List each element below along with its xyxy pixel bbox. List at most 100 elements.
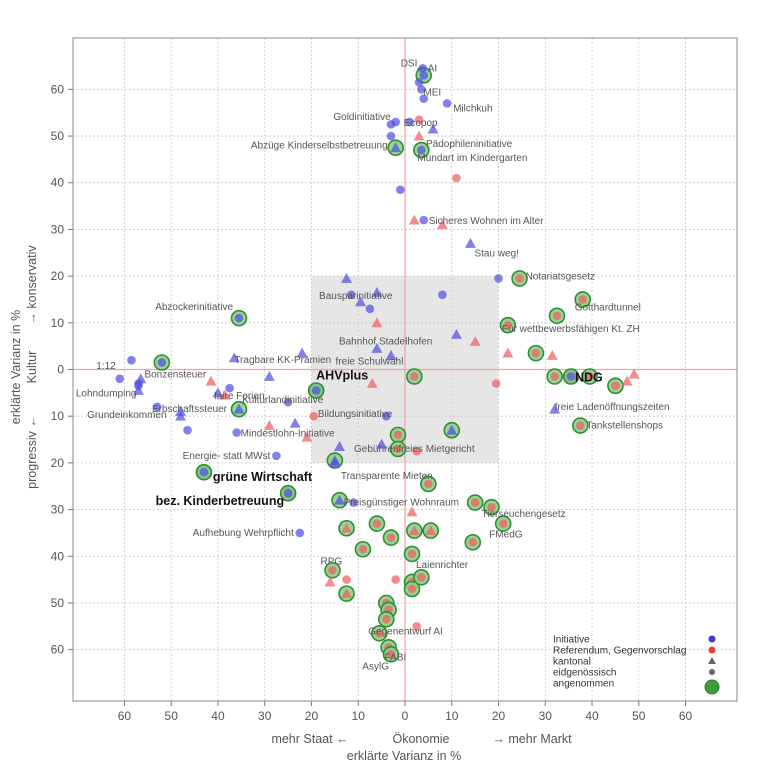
referendum-point-101 — [425, 525, 437, 535]
y-tick-label: 50 — [51, 596, 65, 610]
x-tick-label: 30 — [539, 709, 553, 723]
initiative-point-92 — [334, 494, 346, 505]
referendum-point-18 — [408, 214, 420, 225]
referendum-point-20 — [436, 219, 448, 230]
y-tick-label: 40 — [51, 549, 65, 563]
point-label-23: Notariatsgesetz — [526, 271, 595, 282]
referendum-point-99 — [386, 533, 396, 542]
referendum-point-90 — [424, 479, 433, 489]
y-tick-label: 10 — [51, 409, 65, 423]
initiative-point-15 — [417, 145, 426, 155]
initiative-point-72 — [381, 411, 391, 421]
legend-initiative-marker — [708, 635, 716, 643]
initiative-point-86 — [272, 451, 281, 461]
legend-label-initiative: Initiative — [553, 635, 590, 646]
x-tick-label: 20 — [492, 709, 506, 723]
x-tick-label: 30 — [258, 709, 272, 723]
initiative-point-55 — [115, 374, 125, 384]
legend-eidg-marker — [709, 669, 715, 675]
point-label-93: Preisgünstiger Wohnraum — [344, 498, 459, 509]
x-tick-label: 20 — [305, 709, 319, 723]
referendum-point-118 — [412, 621, 421, 631]
referendum-point-111 — [391, 575, 400, 584]
initiative-point-22 — [494, 274, 503, 283]
initiative-point-29 — [438, 290, 447, 300]
referendum-point-54 — [628, 368, 640, 379]
referendum-point-94 — [470, 498, 480, 507]
y-tick-label: 60 — [51, 82, 65, 96]
x-tick-label: 40 — [585, 709, 599, 723]
initiative-point-17 — [396, 185, 405, 195]
initiative-point-25 — [371, 286, 383, 297]
y-tick-label: 50 — [51, 129, 65, 143]
referendum-point-105 — [358, 544, 368, 554]
point-label-30: Gotthardtunnel — [575, 302, 641, 313]
referendum-point-79 — [393, 430, 403, 440]
initiative-point-3 — [414, 78, 424, 87]
initiative-point-12 — [386, 131, 396, 141]
initiative-point-1 — [419, 71, 429, 80]
referendum-point-45 — [546, 349, 558, 360]
legend-label-eidg: eidgenössisch — [553, 668, 616, 679]
legend-referendum-marker — [708, 646, 716, 654]
referendum-point-30 — [578, 295, 587, 304]
point-label-77: Mindestlohn-Initiative — [241, 429, 335, 440]
y-tick-label: 40 — [51, 176, 65, 190]
initiative-point-78 — [183, 425, 192, 435]
point-label-104: Aufhebung Wehrpflicht — [193, 528, 294, 539]
referendum-point-100 — [408, 525, 420, 535]
point-label-107: RPG — [321, 556, 343, 567]
referendum-point-53 — [621, 375, 633, 386]
point-label-19: Sicheres Wohnen im Alter — [429, 216, 545, 227]
referendum-point-34 — [503, 320, 513, 330]
x-tick-label: 50 — [632, 709, 646, 723]
initiative-point-28 — [365, 304, 375, 314]
point-label-7: Goldinitiative — [333, 112, 391, 123]
referendum-point-98 — [372, 519, 382, 528]
initiative-point-69 — [152, 402, 162, 412]
point-label-106: Laienrichter — [416, 560, 469, 571]
point-label-9: Ecopop — [404, 118, 438, 129]
x-tick-label: 10 — [445, 709, 459, 723]
referendum-point-97 — [341, 522, 353, 533]
initiative-point-66 — [283, 397, 293, 407]
y-tick-label: 20 — [51, 456, 65, 470]
point-label-13: Pädophileninitiative — [426, 139, 513, 150]
referendum-point-74 — [263, 420, 275, 430]
x-axis-left-label: mehr Staat ← — [271, 732, 348, 746]
referendum-point-81 — [576, 421, 585, 430]
referendum-point-49 — [550, 372, 559, 381]
point-label-59: Lohndumping — [76, 389, 137, 400]
referendum-point-108 — [342, 575, 351, 584]
point-label-46: freie Schulwahl — [336, 357, 404, 368]
point-label-120: FABI — [385, 652, 407, 663]
referendum-point-52 — [611, 381, 620, 391]
y-tick-label: 0 — [57, 363, 64, 377]
referendum-point-110 — [341, 588, 353, 599]
point-label-0: DSI — [401, 59, 418, 70]
point-label-73: freie Ladenöffnungszeiten — [555, 402, 670, 413]
referendum-point-106 — [407, 549, 417, 559]
y-axis-title: erklärte Varianz in % — [9, 310, 23, 424]
initiative-point-104 — [295, 528, 305, 538]
initiative-point-8 — [386, 120, 396, 129]
y-tick-label: 30 — [51, 503, 65, 517]
y-tick-label: 20 — [51, 269, 65, 283]
point-label-70: Grundeinkommen — [87, 410, 166, 421]
initiative-point-82 — [334, 441, 346, 451]
x-tick-label: 60 — [118, 709, 132, 723]
point-label-121: AsylG — [362, 661, 389, 672]
initiative-point-80 — [446, 424, 458, 435]
referendum-point-114 — [407, 584, 417, 594]
initiative-point-63 — [263, 371, 275, 381]
point-label-95: Tierseuchengesetz — [482, 509, 566, 520]
initiative-point-89 — [199, 467, 209, 477]
x-tick-label: 0 — [402, 709, 409, 723]
legend-kantonal-marker — [708, 657, 716, 664]
initiative-point-5 — [419, 94, 429, 103]
referendum-point-32 — [371, 317, 383, 328]
x-axis-title: erklärte Varianz in % — [347, 749, 461, 763]
initiative-point-35 — [450, 328, 462, 339]
